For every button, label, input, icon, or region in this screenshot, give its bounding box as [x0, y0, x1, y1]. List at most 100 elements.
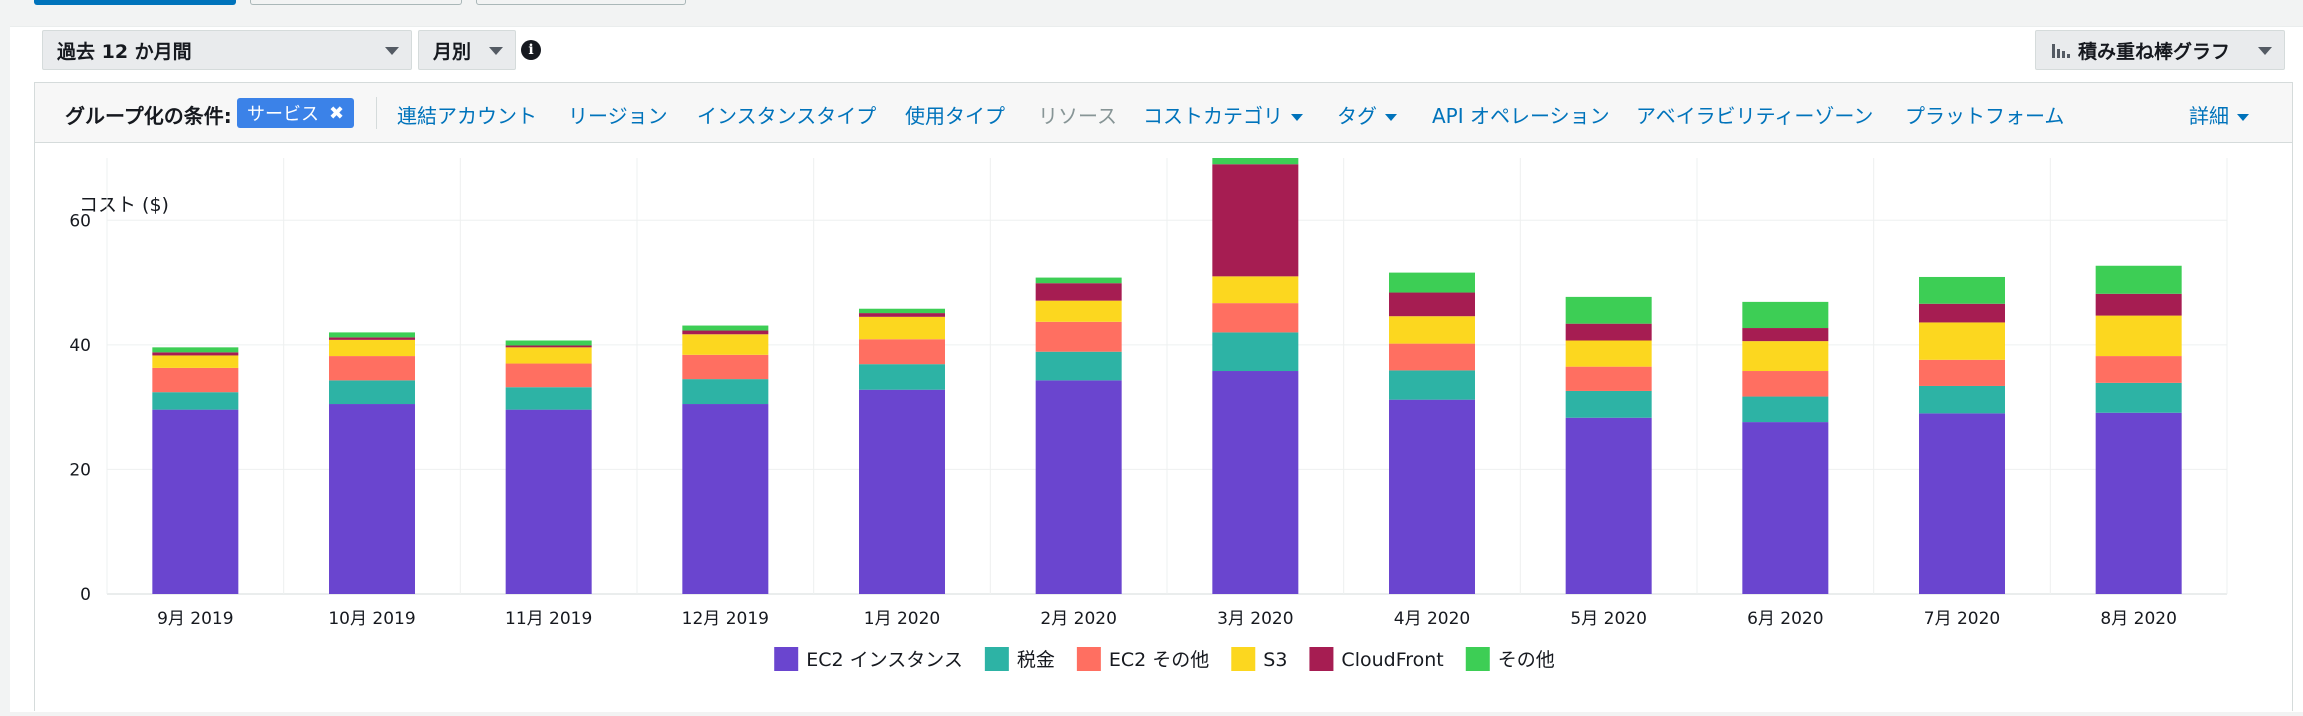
top-tab[interactable]: [476, 0, 686, 5]
legend: EC2 インスタンス 税金 EC2 その他 S3 CloudFront その他: [774, 647, 1555, 671]
bar-segment: [329, 332, 415, 338]
x-tick-label: 1月 2020: [864, 609, 940, 629]
top-tab-active[interactable]: [34, 0, 236, 5]
info-icon[interactable]: i: [521, 40, 541, 60]
bar-segment: [1035, 321, 1122, 352]
legend-swatch: [774, 647, 799, 671]
bar-segment: [505, 387, 592, 410]
group-by-platform[interactable]: プラットフォーム: [1905, 104, 2065, 128]
bar-segment: [1919, 276, 2005, 304]
group-by-bar: グループ化の条件: サービス ✖ 連結アカウント リージョン インスタンスタイプ…: [34, 82, 2293, 142]
bar-segment: [505, 345, 592, 348]
bar-segment: [1035, 300, 1122, 322]
group-by-linked-account[interactable]: 連結アカウント: [397, 104, 537, 128]
group-by-label: グループ化の条件:: [65, 104, 232, 128]
bar-segment: [682, 379, 769, 405]
bar-segment: [1389, 370, 1475, 400]
bar-segment: [505, 409, 592, 594]
bar-segment: [1919, 359, 2005, 386]
bar-segment: [859, 364, 945, 390]
group-by-resource: リソース: [1038, 104, 1117, 128]
bar-segment: [2095, 315, 2182, 357]
group-by-availability-zone[interactable]: アベイラビリティーゾーン: [1636, 104, 1874, 128]
bar-chart-icon: [2052, 44, 2070, 58]
bar-segment: [682, 325, 769, 331]
legend-swatch: [1231, 647, 1256, 671]
bar-segment: [859, 339, 945, 365]
y-tick-label: 60: [69, 211, 91, 231]
period-select[interactable]: 過去 12 か月間: [42, 30, 412, 70]
bar-segment: [1035, 380, 1122, 594]
bar-segment: [1919, 385, 2005, 414]
chevron-down-icon: [385, 47, 399, 55]
bar-segment: [1035, 277, 1122, 284]
x-tick-label: 7月 2020: [1924, 609, 2000, 629]
bar-segment: [859, 316, 945, 340]
cost-chart: コスト ($) 0 20 40 60 9月 2019 10月 2019 11月 2019 1…: [69, 158, 2228, 671]
bar-segment: [1565, 390, 1652, 418]
bar-segment: [152, 367, 239, 393]
bar-segment: [152, 355, 239, 368]
group-by-usage-type[interactable]: 使用タイプ: [905, 104, 1005, 128]
group-by-chip-service[interactable]: サービス ✖: [237, 98, 355, 128]
bar-segment: [1212, 276, 1299, 304]
cost-category-label: コストカテゴリ: [1143, 104, 1283, 128]
group-by-tag[interactable]: タグ: [1337, 100, 1397, 129]
bar-segment: [505, 363, 592, 388]
legend-swatch: [1076, 647, 1101, 671]
bar-segment: [1919, 413, 2005, 594]
divider: [376, 97, 377, 129]
bar-segment: [2095, 265, 2182, 294]
bar-segment: [1389, 343, 1475, 371]
bar-segment: [682, 404, 769, 594]
bars: [152, 158, 2182, 594]
chip-label: サービス: [247, 104, 319, 125]
bar-segment: [2095, 412, 2182, 594]
y-axis-label: コスト ($): [79, 194, 169, 216]
more-label: 詳細: [2189, 104, 2229, 128]
bar-segment: [1389, 272, 1475, 293]
bar-segment: [1035, 283, 1122, 301]
close-icon[interactable]: ✖: [329, 102, 345, 124]
bar-segment: [2095, 356, 2182, 383]
bar-segment: [505, 347, 592, 364]
bar-segment: [1212, 371, 1299, 594]
bar-segment: [1919, 303, 2005, 323]
bar-segment: [329, 356, 415, 381]
bar-segment: [329, 380, 415, 405]
group-by-instance-type[interactable]: インスタンスタイプ: [697, 104, 877, 128]
group-by-more[interactable]: 詳細: [2189, 100, 2249, 129]
bar-segment: [1389, 316, 1475, 344]
bar-segment: [682, 330, 769, 335]
x-tick-label: 3月 2020: [1217, 609, 1293, 629]
x-tick-label: 8月 2020: [2100, 609, 2176, 629]
top-tab[interactable]: [250, 0, 462, 5]
bar-segment: [1565, 323, 1652, 341]
group-by-cost-category[interactable]: コストカテゴリ: [1143, 100, 1303, 129]
y-tick-label: 40: [69, 336, 91, 356]
group-by-api-operation[interactable]: API オペレーション: [1432, 104, 1610, 128]
chart-type-select[interactable]: 積み重ね棒グラフ: [2035, 30, 2285, 70]
y-tick-label: 20: [69, 460, 91, 480]
chevron-down-icon: [489, 47, 503, 55]
bar-segment: [682, 354, 769, 380]
grid: [106, 158, 2228, 595]
bar-segment: [1565, 366, 1652, 391]
group-by-region[interactable]: リージョン: [568, 104, 668, 128]
bar-segment: [1212, 164, 1299, 277]
bar-segment: [1389, 399, 1475, 594]
granularity-label: 月別: [433, 40, 472, 63]
x-tick-label: 4月 2020: [1394, 609, 1470, 629]
chevron-down-icon: [1385, 114, 1397, 121]
bar-segment: [152, 409, 239, 594]
x-ticks: 9月 2019 10月 2019 11月 2019 12月 2019 1月 2020 2月…: [157, 609, 2177, 629]
legend-label: S3: [1263, 649, 1287, 671]
x-tick-label: 5月 2020: [1570, 609, 1646, 629]
granularity-select[interactable]: 月別: [418, 30, 516, 70]
x-tick-label: 6月 2020: [1747, 609, 1823, 629]
bar-segment: [1742, 341, 1829, 372]
bar-segment: [1212, 332, 1299, 372]
top-tabs: [0, 0, 2303, 26]
bar-segment: [505, 340, 592, 346]
chevron-down-icon: [2237, 114, 2249, 121]
